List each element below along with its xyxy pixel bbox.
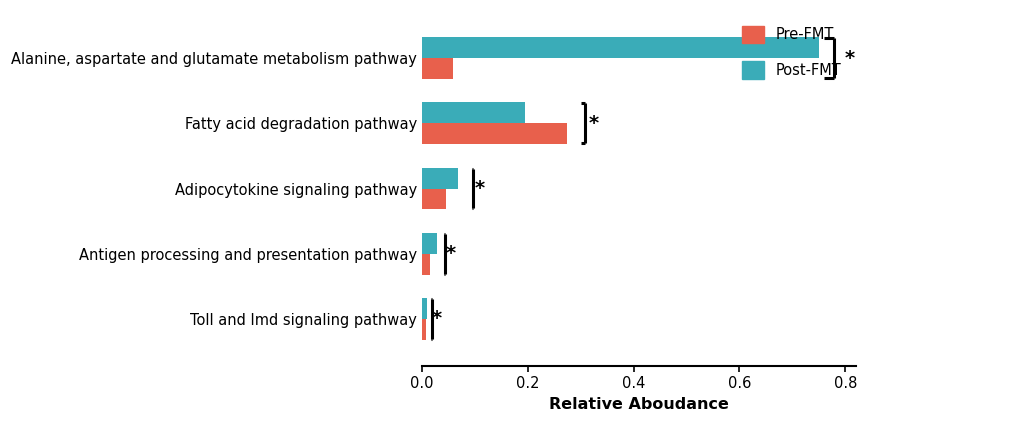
Text: *: *: [474, 179, 484, 198]
Bar: [422, 189, 445, 209]
Bar: [422, 102, 525, 123]
Legend: Pre-FMT, Post-FMT: Pre-FMT, Post-FMT: [734, 19, 848, 86]
Bar: [422, 37, 818, 58]
Bar: [422, 233, 436, 254]
Bar: [422, 319, 425, 340]
Text: *: *: [844, 49, 854, 68]
Bar: [422, 123, 567, 144]
Text: *: *: [588, 114, 598, 133]
X-axis label: Relative Aboudance: Relative Aboudance: [548, 397, 729, 412]
Bar: [422, 298, 426, 319]
Text: *: *: [444, 244, 454, 263]
Bar: [422, 168, 458, 189]
Text: *: *: [431, 310, 441, 328]
Bar: [422, 254, 430, 275]
Bar: [422, 58, 452, 79]
